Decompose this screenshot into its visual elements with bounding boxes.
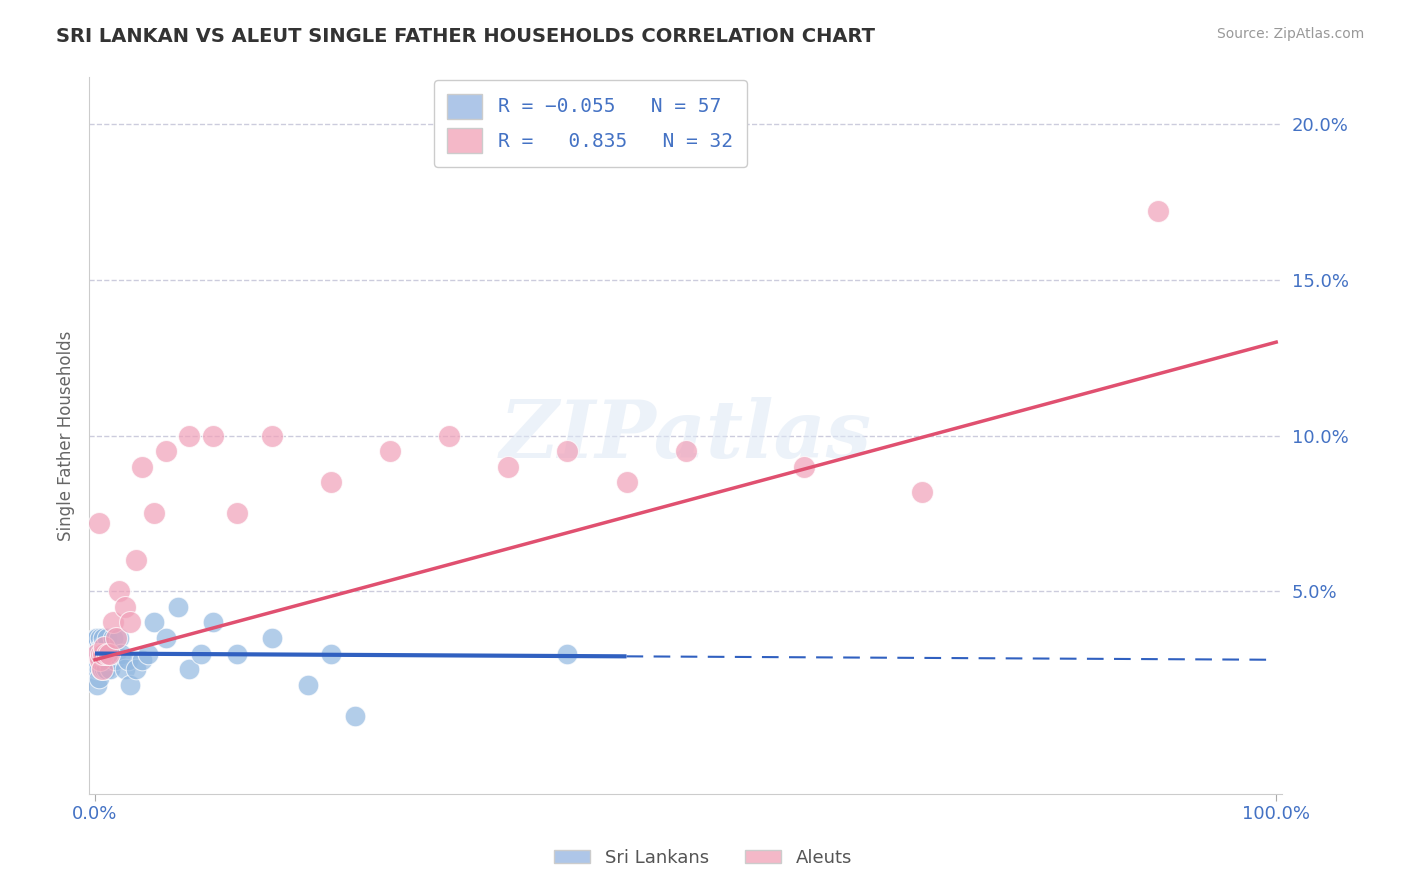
Point xyxy=(114,662,136,676)
Point xyxy=(321,475,343,490)
Point xyxy=(90,647,112,661)
Point xyxy=(96,631,118,645)
Point xyxy=(136,647,159,661)
Text: SRI LANKAN VS ALEUT SINGLE FATHER HOUSEHOLDS CORRELATION CHART: SRI LANKAN VS ALEUT SINGLE FATHER HOUSEH… xyxy=(56,27,876,45)
Point xyxy=(87,672,110,686)
Point xyxy=(84,653,107,667)
Point xyxy=(190,647,212,661)
Text: Source: ZipAtlas.com: Source: ZipAtlas.com xyxy=(1216,27,1364,41)
Point xyxy=(90,640,112,655)
Point xyxy=(98,647,121,661)
Y-axis label: Single Father Households: Single Father Households xyxy=(58,330,75,541)
Point xyxy=(93,662,115,676)
Point xyxy=(84,647,107,661)
Point xyxy=(91,662,114,676)
Point xyxy=(86,647,108,661)
Point xyxy=(87,640,110,655)
Point xyxy=(96,653,118,667)
Point xyxy=(498,459,520,474)
Point xyxy=(107,584,129,599)
Point xyxy=(143,615,166,630)
Point xyxy=(101,615,124,630)
Point xyxy=(94,647,117,661)
Point xyxy=(103,647,125,661)
Point xyxy=(557,647,579,661)
Point xyxy=(911,484,934,499)
Point xyxy=(104,653,127,667)
Point xyxy=(262,631,284,645)
Point xyxy=(616,475,638,490)
Point xyxy=(105,647,128,661)
Point xyxy=(202,428,225,442)
Point xyxy=(120,615,142,630)
Point xyxy=(131,459,153,474)
Point xyxy=(84,662,107,676)
Point xyxy=(90,647,112,661)
Point xyxy=(105,631,128,645)
Point xyxy=(321,647,343,661)
Point xyxy=(166,599,188,614)
Point xyxy=(94,662,117,676)
Point xyxy=(98,647,121,661)
Point xyxy=(179,662,201,676)
Point xyxy=(202,615,225,630)
Point xyxy=(101,631,124,645)
Point xyxy=(89,647,111,661)
Point xyxy=(262,428,284,442)
Point xyxy=(91,662,114,676)
Point xyxy=(793,459,815,474)
Point xyxy=(225,507,247,521)
Point xyxy=(131,653,153,667)
Point xyxy=(90,662,112,676)
Point xyxy=(87,647,110,661)
Point xyxy=(86,662,108,676)
Point xyxy=(675,444,697,458)
Point xyxy=(89,653,111,667)
Point xyxy=(120,678,142,692)
Point xyxy=(155,444,177,458)
Legend: R = −0.055   N = 57, R =   0.835   N = 32: R = −0.055 N = 57, R = 0.835 N = 32 xyxy=(434,80,747,167)
Point xyxy=(439,428,461,442)
Point xyxy=(225,647,247,661)
Point xyxy=(143,507,166,521)
Point xyxy=(91,647,114,661)
Point xyxy=(1147,204,1170,219)
Point xyxy=(84,631,107,645)
Point xyxy=(155,631,177,645)
Text: ZIPatlas: ZIPatlas xyxy=(499,397,872,475)
Point xyxy=(114,599,136,614)
Point xyxy=(107,631,129,645)
Point xyxy=(117,653,139,667)
Point xyxy=(87,516,110,530)
Point xyxy=(91,647,114,661)
Point xyxy=(98,662,121,676)
Point xyxy=(557,444,579,458)
Point xyxy=(297,678,319,692)
Point xyxy=(86,647,108,661)
Point xyxy=(125,553,148,567)
Point xyxy=(86,678,108,692)
Point xyxy=(91,631,114,645)
Point xyxy=(89,631,111,645)
Point xyxy=(97,647,120,661)
Point xyxy=(93,640,115,655)
Point xyxy=(100,647,122,661)
Legend: Sri Lankans, Aleuts: Sri Lankans, Aleuts xyxy=(547,842,859,874)
Point xyxy=(93,647,115,661)
Point xyxy=(125,662,148,676)
Point xyxy=(380,444,402,458)
Point xyxy=(86,631,108,645)
Point xyxy=(96,647,118,661)
Point xyxy=(91,653,114,667)
Point xyxy=(110,647,132,661)
Point xyxy=(179,428,201,442)
Point xyxy=(343,708,366,723)
Point xyxy=(89,653,111,667)
Point xyxy=(91,640,114,655)
Point xyxy=(87,662,110,676)
